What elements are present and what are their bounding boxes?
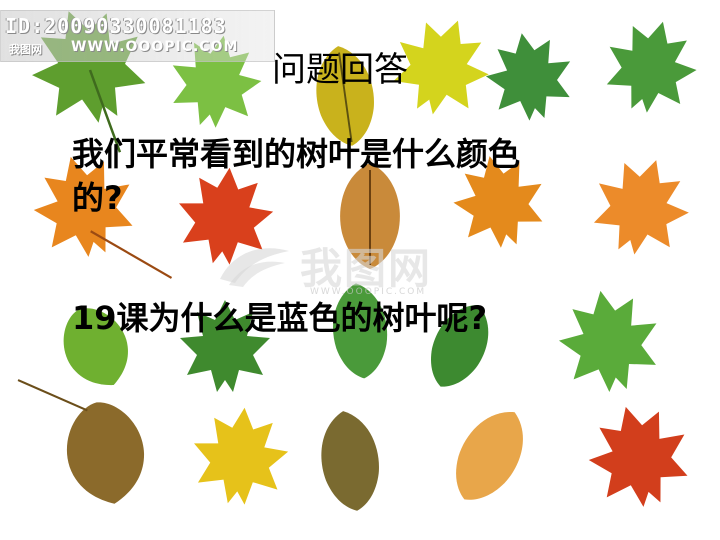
leaf <box>577 394 700 518</box>
watermark-center-text: 我图网 <box>300 244 433 293</box>
leaf <box>22 144 173 279</box>
question-2: 19课为什么是蓝色的树叶呢? <box>72 299 488 337</box>
leaf <box>595 10 707 123</box>
leaf <box>551 282 667 400</box>
leaf <box>15 0 161 153</box>
leaf <box>17 379 153 511</box>
question-1-line-2: 的? <box>72 179 123 217</box>
watermark-logo-icon <box>220 248 289 287</box>
leaf <box>310 42 381 150</box>
leaf <box>439 398 540 514</box>
leaf <box>340 163 400 269</box>
watermark-brand: 我图网 <box>9 43 42 56</box>
watermark-center-sub: WWW.OOOPIC.COM <box>310 287 427 297</box>
leaf <box>479 25 580 127</box>
leaf <box>189 403 292 509</box>
question-1-line-1: 我们平常看到的树叶是什么颜色 <box>72 135 521 173</box>
watermark-id: ID:20090330081183 <box>5 14 227 38</box>
center-watermark: 我图网 WWW.OOOPIC.COM <box>215 235 505 305</box>
slide-title: 问题回答 <box>272 50 408 90</box>
watermark-stamp: ID:20090330081183 我图网 WWW.OOOPIC.COM <box>0 10 275 62</box>
leaf <box>581 145 702 267</box>
leaf <box>315 407 386 515</box>
watermark-site: WWW.OOOPIC.COM <box>71 39 239 55</box>
